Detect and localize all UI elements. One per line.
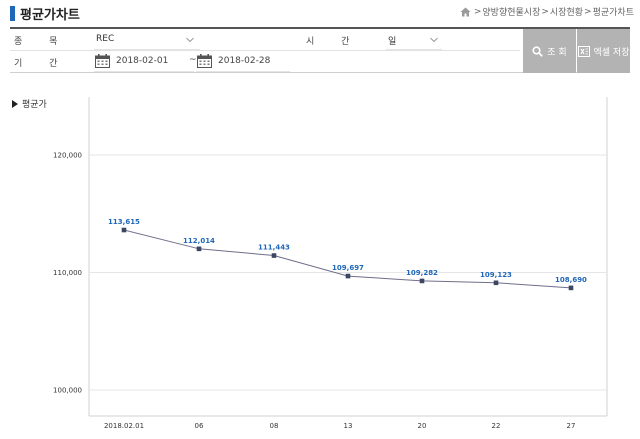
breadcrumb: > 양방향현물시장 > 시장현황 > 평균가차트 bbox=[460, 5, 634, 18]
date-to-underline bbox=[196, 71, 290, 72]
chevron-down-icon[interactable] bbox=[430, 37, 438, 43]
range-label: 기 간 bbox=[14, 59, 70, 69]
period-select-underline bbox=[386, 49, 442, 50]
date-to-input[interactable]: 2018-02-28 bbox=[218, 56, 271, 66]
calendar-icon[interactable] bbox=[197, 54, 212, 68]
y-tick-label: 120,000 bbox=[53, 152, 82, 160]
form-row-range: 기 간 2018-02-01 ~ 2018-02-28 bbox=[10, 51, 520, 73]
y-tick-label: 110,000 bbox=[53, 269, 82, 277]
item-label: 종 목 bbox=[14, 37, 70, 47]
excel-save-button[interactable]: 엑셀 저장 bbox=[577, 29, 630, 73]
chart-title-text: 평균가 bbox=[22, 100, 47, 110]
x-tick-label: 13 bbox=[344, 422, 353, 430]
data-label: 112,014 bbox=[183, 237, 215, 245]
data-label: 113,615 bbox=[108, 218, 140, 226]
home-icon[interactable] bbox=[460, 7, 471, 17]
x-tick-label: 06 bbox=[195, 422, 204, 430]
item-select-underline bbox=[94, 49, 200, 50]
breadcrumb-item-current: 평균가차트 bbox=[592, 8, 634, 18]
title-accent-bar bbox=[10, 6, 15, 21]
x-tick-label: 27 bbox=[567, 422, 576, 430]
period-select[interactable]: 일 bbox=[388, 37, 397, 47]
calendar-icon[interactable] bbox=[95, 54, 110, 68]
breadcrumb-item-market[interactable]: 양방향현물시장 bbox=[482, 8, 541, 18]
title-bar: 평균가차트 > 양방향현물시장 > 시장현황 > 평균가차트 bbox=[0, 0, 640, 28]
chevron-down-icon[interactable] bbox=[186, 37, 194, 43]
breadcrumb-item-status[interactable]: 시장현황 bbox=[549, 8, 584, 18]
y-tick-label: 100,000 bbox=[53, 387, 82, 395]
page-title: 평균가차트 bbox=[20, 8, 80, 23]
data-point bbox=[419, 278, 425, 284]
breadcrumb-separator: > bbox=[473, 6, 482, 17]
breadcrumb-separator: > bbox=[541, 6, 549, 17]
data-point bbox=[345, 273, 351, 279]
date-from-input[interactable]: 2018-02-01 bbox=[116, 56, 169, 66]
excel-button-label: 엑셀 저장 bbox=[593, 47, 630, 58]
data-label: 109,282 bbox=[406, 269, 438, 277]
triangle-right-icon bbox=[12, 99, 18, 108]
item-select[interactable]: REC bbox=[96, 34, 115, 44]
date-from-underline bbox=[94, 71, 194, 72]
x-tick-label: 2018.02.01 bbox=[104, 422, 144, 430]
data-point bbox=[493, 280, 499, 286]
search-button-label: 조 회 bbox=[547, 47, 567, 58]
x-tick-label: 08 bbox=[270, 422, 279, 430]
breadcrumb-separator: > bbox=[584, 6, 592, 17]
data-point bbox=[196, 246, 202, 252]
excel-icon bbox=[577, 45, 590, 57]
x-tick-label: 22 bbox=[492, 422, 501, 430]
data-label: 109,123 bbox=[480, 271, 512, 279]
chart-title: 평균가 bbox=[12, 97, 47, 110]
x-tick-label: 20 bbox=[418, 422, 427, 430]
data-label: 109,697 bbox=[332, 264, 364, 272]
data-label: 108,690 bbox=[555, 276, 587, 284]
data-point bbox=[121, 227, 127, 233]
search-icon bbox=[532, 45, 544, 57]
search-button[interactable]: 조 회 bbox=[523, 29, 576, 73]
data-label: 111,443 bbox=[258, 244, 290, 252]
search-form: 종 목 REC 시 간 일 기 간 2018-02-01 ~ 2018-02-2… bbox=[10, 27, 630, 73]
data-point bbox=[568, 285, 574, 291]
form-row-item: 종 목 REC 시 간 일 bbox=[10, 29, 520, 51]
period-label: 시 간 bbox=[306, 37, 362, 47]
date-range-separator: ~ bbox=[189, 55, 197, 65]
data-point bbox=[271, 253, 277, 258]
